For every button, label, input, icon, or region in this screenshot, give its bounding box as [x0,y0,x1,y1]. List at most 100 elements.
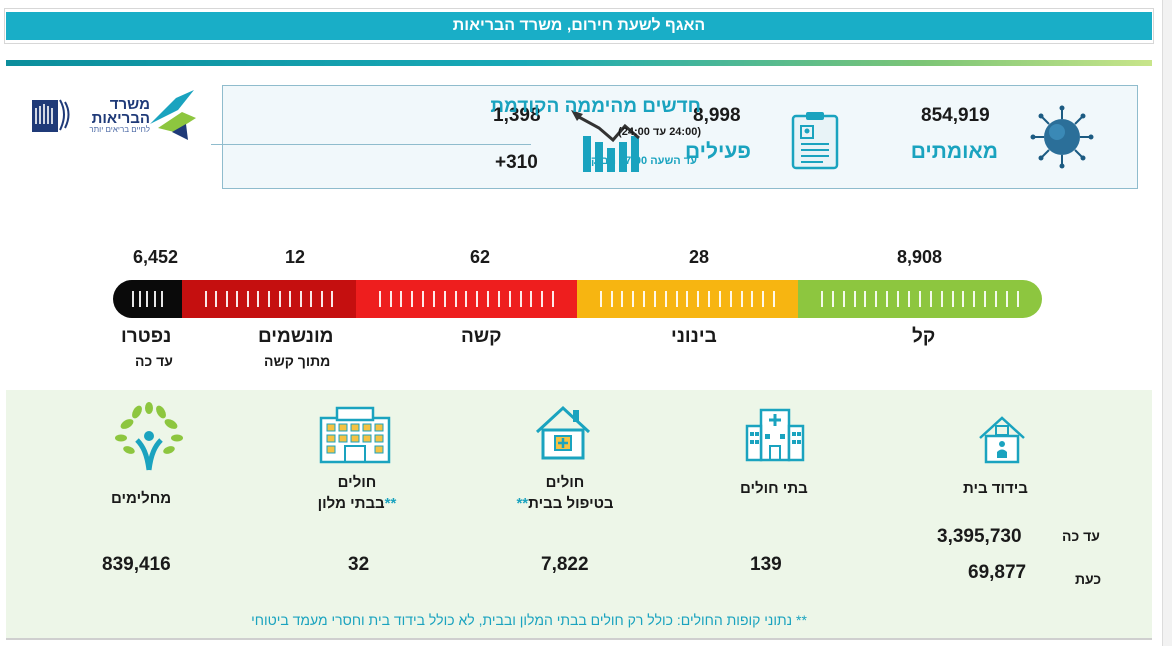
house-icon [979,416,1025,464]
tick-mark [257,291,260,307]
home-isolation-label: בידוד בית [963,480,1028,497]
severity-bar [113,280,1042,318]
tick-mark [476,291,479,307]
window-edge [1162,0,1172,646]
tick-mark [653,291,656,307]
critical-label: קשה [461,326,502,347]
tick-mark [599,291,602,307]
home-care-label: חולים בטיפול בבית** [505,472,625,514]
home-care-footnote-mark: ** [516,495,529,512]
recovered-value: 839,416 [102,554,171,575]
tick-mark [984,291,987,307]
tick-mark [289,291,292,307]
tick-mark [411,291,414,307]
clipboard-icon [791,112,839,170]
tick-mark [918,291,921,307]
bottom-rule [6,638,1152,640]
tick-mark [320,291,323,307]
tick-mark [951,291,954,307]
trend-chart-icon [571,110,640,172]
mild-segment [798,280,1042,318]
logo-title: משרד הבריאות [92,97,150,126]
tick-mark [751,291,754,307]
tick-mark [842,291,845,307]
tick-mark [908,291,911,307]
home-care-label-line1: חולים [545,474,585,491]
mild-label: קל [912,326,936,347]
tick-mark [519,291,522,307]
ventilated-segment [182,280,356,318]
tick-mark [718,291,721,307]
moderate-value: 28 [689,247,710,267]
tick-mark [204,291,207,307]
hotels-label-line2: בבתי מלון [317,495,385,512]
tick-mark [146,291,149,307]
confirmed-label: מאומתים [910,140,998,163]
tick-mark [686,291,689,307]
tick-mark [1016,291,1019,307]
since-morning-value: +310 [495,152,538,173]
home-care-value: 7,822 [541,554,589,575]
tick-mark [310,291,313,307]
tick-mark [675,291,678,307]
tick-mark [552,291,555,307]
hospital-icon [745,408,805,462]
tick-mark [697,291,700,307]
tick-mark [643,291,646,307]
stats-panel: 854,919 מאומתים 8,998 פעילים 1,398 חדשים… [211,85,1138,189]
tick-mark [940,291,943,307]
deceased-label: נפטרו [121,326,172,347]
tick-mark [929,291,932,307]
header-frame [4,8,1154,44]
tick-mark [708,291,711,307]
hotels-label-line1: חולים [337,474,377,491]
tick-mark [621,291,624,307]
now-label: כעת [1075,571,1102,587]
footnote: ** נתוני קופות החולים: כולל רק חולים בבת… [251,612,807,628]
home-isolation-total: 3,395,730 [937,526,1022,547]
tick-mark [530,291,533,307]
confirmed-value: 854,919 [921,105,990,126]
logo-tagline: לחיים בריאים יותר [89,125,150,134]
mild-value: 8,908 [897,247,943,267]
tick-mark [1006,291,1009,307]
page-title: האגף לשעת חירום, משרד הבריאות [6,12,1152,40]
divider-gradient [6,60,1152,66]
tick-mark [299,291,302,307]
critical-value: 62 [470,247,491,267]
tick-mark [454,291,457,307]
tick-mark [773,291,776,307]
tick-mark [225,291,228,307]
tick-mark [153,291,156,307]
tick-mark [378,291,381,307]
moderate-segment [577,280,798,318]
recovered-label: מחלימים [111,490,172,507]
tick-mark [762,291,765,307]
tick-mark [886,291,889,307]
virus-icon [1030,105,1094,169]
home-isolation-now: 69,877 [968,562,1027,583]
hospitals-label: בתי חולים [740,480,808,497]
ventilated-sub: מתוך קשה [264,353,331,369]
hotels-value: 32 [348,554,370,575]
tick-mark [740,291,743,307]
tick-mark [465,291,468,307]
tick-mark [443,291,446,307]
tick-mark [973,291,976,307]
tick-mark [487,291,490,307]
tick-mark [160,291,163,307]
hotel-icon [319,406,391,464]
tick-mark [139,291,142,307]
menorah-icon [32,99,70,132]
tick-mark [541,291,544,307]
tick-mark [664,291,667,307]
tick-mark [632,291,635,307]
bird-logo-icon [150,90,196,140]
ministry-logo: משרד הבריאות לחיים בריאים יותר [30,88,200,144]
tick-mark [389,291,392,307]
stats-divider [211,144,531,145]
tick-mark [962,291,965,307]
tick-mark [497,291,500,307]
deceased-sub: עד כה [135,353,173,369]
since-morning-label: עד השעה 07:00 הבוקר [584,155,697,167]
